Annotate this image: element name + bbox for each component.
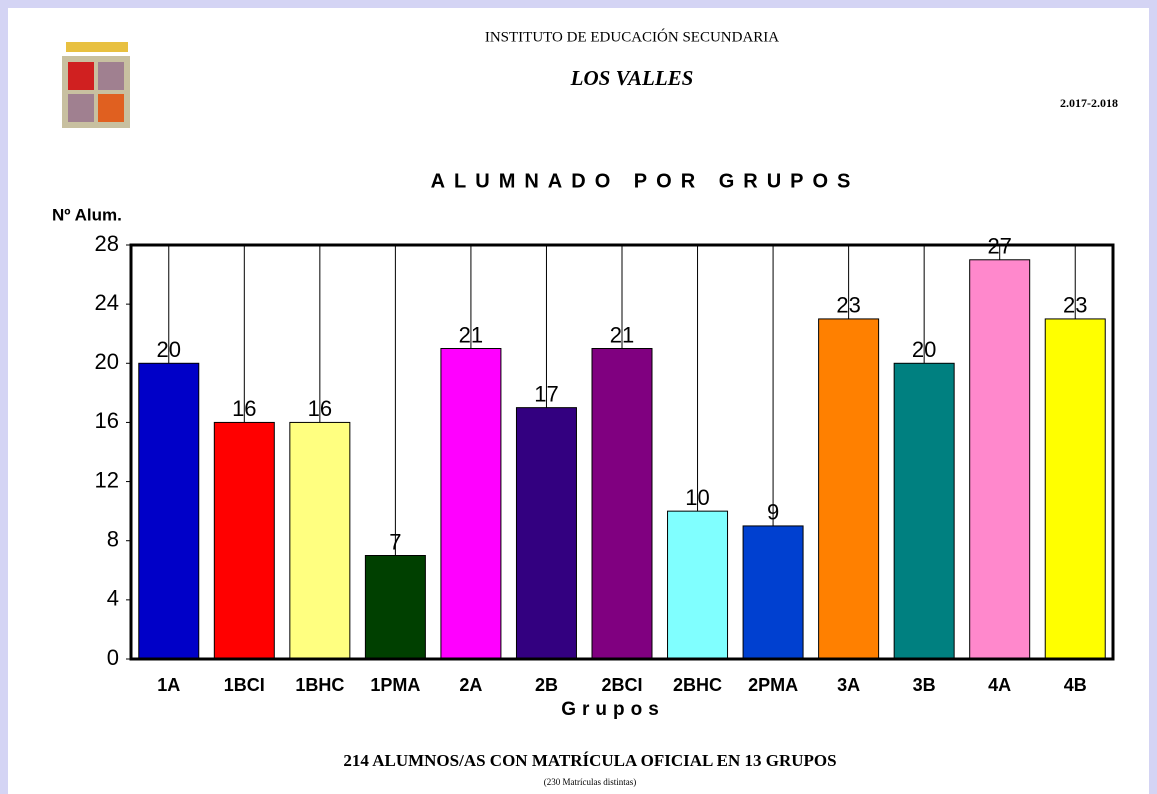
y-tick-label: 24 [95,290,119,315]
data-label: 20 [912,337,936,362]
bar [440,348,502,660]
data-label: 16 [308,396,332,421]
bar [591,348,653,660]
y-tick-label: 16 [95,408,119,433]
x-tick-label: 3B [913,675,936,695]
data-label: 20 [157,337,181,362]
school-type: INSTITUTO DE EDUCACIÓN SECUNDARIA [485,28,779,45]
data-label: 9 [767,500,779,525]
bar [364,555,426,660]
data-label: 16 [232,396,256,421]
school-year: 2.017-2.018 [1060,96,1118,110]
bar [138,362,200,660]
x-tick-label: 2BHC [673,675,722,695]
data-label: 21 [459,322,483,347]
x-tick-label: 2BCI [601,675,642,695]
plot-frame [129,243,1115,661]
footer-summary: 214 ALUMNOS/AS CON MATRÍCULA OFICIAL EN … [343,751,836,770]
y-axis-label: Nº Alum. [52,205,122,224]
y-tick-label: 0 [107,645,119,670]
data-label: 23 [836,293,860,318]
bar [818,318,880,660]
y-tick-label: 28 [95,231,119,256]
x-tick-label: 2A [459,675,482,695]
bar [969,259,1031,660]
x-tick-label: 1BHC [295,675,344,695]
x-tick-label: 3A [837,675,860,695]
data-label: 10 [685,485,709,510]
x-tick-label: 1BCI [224,675,265,695]
bar [893,362,955,660]
data-label: 21 [610,322,634,347]
y-tick-label: 8 [107,527,119,552]
x-tick-label: 1PMA [370,675,420,695]
data-label: 7 [389,529,401,554]
x-tick-label: 1A [157,675,180,695]
bar [742,525,804,660]
bar [515,407,577,660]
data-label: 17 [534,381,558,406]
chart-title: ALUMNADO POR GRUPOS [431,170,860,192]
bar [1044,318,1106,660]
bar [213,421,275,660]
x-tick-label: 4A [988,675,1011,695]
x-tick-label: 2B [535,675,558,695]
x-tick-label: 4B [1064,675,1087,695]
school-name: LOS VALLES [570,66,694,90]
y-tick-label: 12 [95,467,119,492]
x-axis-label: Grupos [561,699,665,720]
bar [289,421,351,660]
data-label: 23 [1063,293,1087,318]
page: INSTITUTO DE EDUCACIÓN SECUNDARIA LOS VA… [8,8,1149,794]
logo [62,42,130,128]
footer-note: (230 Matrículas distintas) [544,777,636,787]
x-tick-label: 2PMA [748,675,798,695]
y-tick-label: 20 [95,349,119,374]
bar [667,510,729,660]
y-tick-label: 4 [107,586,119,611]
